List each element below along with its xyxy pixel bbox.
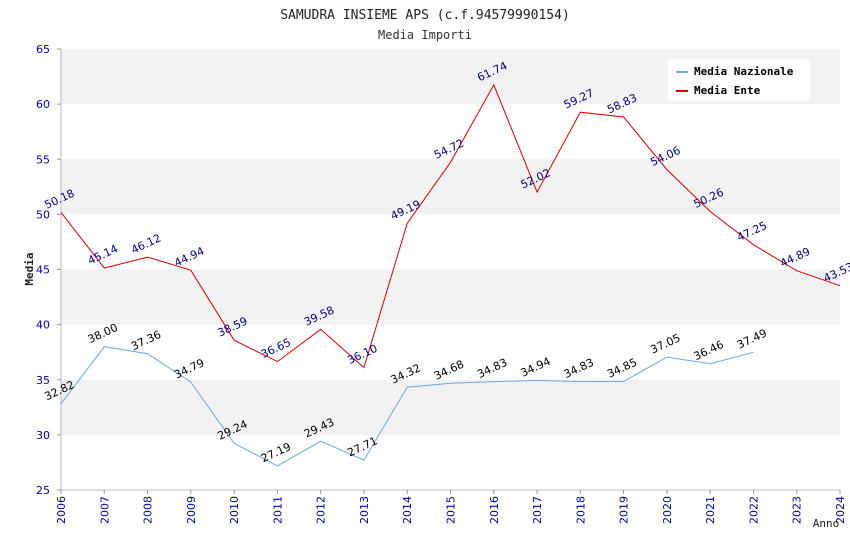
grid-band [61, 269, 840, 325]
x-tick-label: 2006 [55, 496, 68, 524]
x-tick-label: 2021 [704, 496, 717, 524]
x-tick-label: 2009 [185, 496, 198, 524]
axes: 25 30 35 40 45 50 55 60 65 2006 2007 2008 2009 2010 20… [36, 43, 847, 524]
x-tick-label: 2022 [747, 496, 760, 524]
grid-band [61, 434, 840, 490]
x-tick-label: 2007 [98, 496, 111, 524]
x-tick-label: 2013 [358, 496, 371, 524]
grid-band [61, 159, 840, 215]
chart-subtitle: Media Importi [378, 28, 472, 42]
y-tick-label: 30 [36, 429, 50, 442]
x-tick-label: 2011 [271, 496, 284, 524]
y-tick-label: 40 [36, 319, 50, 332]
y-axis-label: Media [23, 252, 36, 285]
x-tick-label: 2017 [531, 496, 544, 524]
grid-bands [61, 49, 840, 490]
y-tick-label: 25 [36, 484, 50, 497]
x-tick-label: 2015 [445, 496, 458, 524]
x-tick-label: 2023 [791, 496, 804, 524]
x-tick-label: 2019 [618, 496, 631, 524]
y-tick-label: 35 [36, 374, 50, 387]
legend-label: Media Nazionale [694, 65, 794, 78]
x-tick-label: 2016 [488, 496, 501, 524]
y-tick-label: 45 [36, 264, 50, 277]
series-line-0 [60, 346, 754, 467]
x-tick-label: 2020 [661, 496, 674, 524]
y-tick-label: 65 [36, 43, 50, 56]
y-tick-label: 50 [36, 208, 50, 221]
grid-band [61, 324, 840, 380]
legend: Media Nazionale Media Ente [668, 59, 810, 101]
x-tick-label: 2010 [228, 496, 241, 524]
x-tick-label: 2018 [574, 496, 587, 524]
x-tick-label: 2024 [834, 496, 847, 524]
x-tick-label: 2014 [401, 496, 414, 524]
x-tick-label: 2008 [142, 496, 155, 524]
grid-band [61, 104, 840, 160]
series-lines [60, 83, 841, 467]
series-line-1 [60, 83, 841, 369]
legend-box [668, 59, 810, 101]
grid-band [61, 379, 840, 435]
y-tick-label: 55 [36, 153, 50, 166]
x-tick-label: 2012 [315, 496, 328, 524]
chart-title: SAMUDRA INSIEME APS (c.f.94579990154) [280, 8, 570, 23]
grid-band [61, 214, 840, 270]
legend-label: Media Ente [694, 84, 761, 97]
x-axis-label: Anno [813, 517, 840, 530]
y-tick-label: 60 [36, 98, 50, 111]
